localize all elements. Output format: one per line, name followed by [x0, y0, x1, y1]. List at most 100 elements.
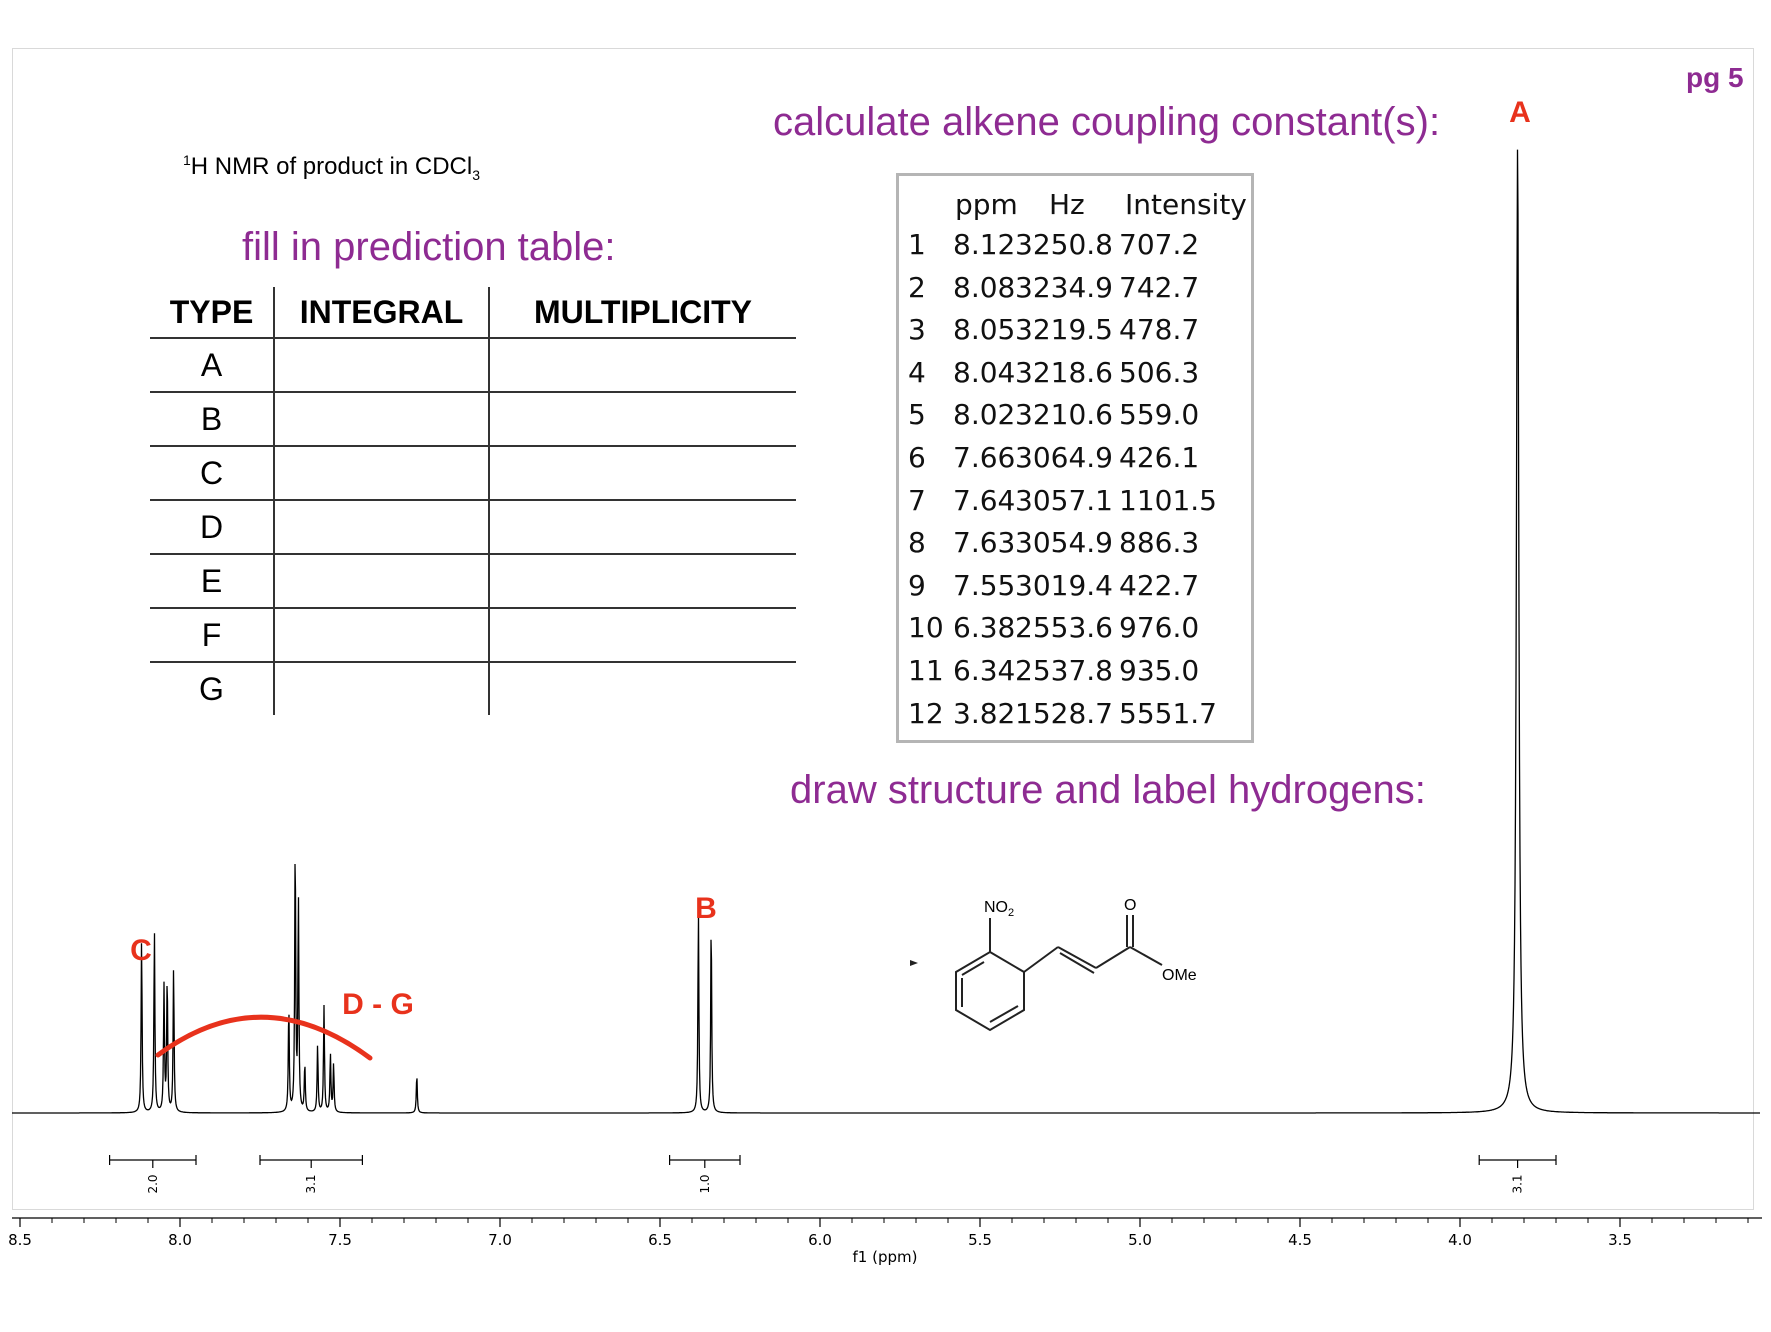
x-tick-label: 4.0	[1448, 1231, 1472, 1249]
integral-cell[interactable]	[275, 393, 490, 445]
peak-row: 10 6.38 2553.6 976.0	[899, 611, 1251, 653]
peak-ppm: 8.04	[953, 355, 1016, 389]
peak-hz: 3057.1	[1015, 483, 1113, 517]
peak-intensity: 478.7	[1119, 313, 1200, 347]
peak-ppm: 7.55	[953, 568, 1016, 602]
prediction-row: D	[150, 501, 796, 555]
prediction-row: A	[150, 339, 796, 393]
peak-index: 12	[908, 696, 944, 730]
type-cell: C	[150, 447, 275, 499]
peak-hz: 3234.9	[1015, 270, 1113, 304]
nmr-title-superscript: 1	[183, 152, 191, 168]
peak-row: 5 8.02 3210.6 559.0	[899, 398, 1251, 440]
peak-ppm: 3.82	[953, 696, 1016, 730]
peak-hz: 2537.8	[1015, 654, 1113, 687]
integral-cell[interactable]	[275, 555, 490, 607]
peak-intensity: 422.7	[1119, 568, 1200, 602]
integral-value: 1.0	[698, 1174, 712, 1193]
integral-value: 2.0	[146, 1174, 160, 1193]
peak-intensity: 935.0	[1119, 654, 1200, 687]
methoxy-label: OMe	[1162, 967, 1197, 984]
peak-ppm: 6.38	[953, 611, 1016, 645]
peak-ppm: 8.05	[953, 313, 1016, 347]
x-tick-label: 3.5	[1608, 1231, 1632, 1249]
x-tick-label: 5.0	[1128, 1231, 1152, 1249]
peak-header-intensity: Intensity	[1125, 188, 1247, 221]
peak-hz: 3210.6	[1015, 398, 1113, 432]
peak-ppm: 8.12	[953, 228, 1016, 261]
peak-row: 9 7.55 3019.4 422.7	[899, 569, 1251, 611]
region-bracket-arc	[155, 1014, 373, 1061]
peak-index: 5	[908, 398, 926, 432]
peak-row: 4 8.04 3218.6 506.3	[899, 356, 1251, 398]
peak-row: 7 7.64 3057.1 1101.5	[899, 484, 1251, 526]
prediction-row: C	[150, 447, 796, 501]
peak-intensity: 1101.5	[1119, 483, 1217, 517]
nitro-group-label: NO2	[984, 899, 1014, 919]
peak-intensity: 886.3	[1119, 526, 1200, 560]
x-tick-label: 7.0	[488, 1231, 512, 1249]
prediction-table-header: TYPE INTEGRAL MULTIPLICITY	[150, 287, 796, 339]
peak-label-b: B	[695, 892, 717, 925]
peak-row: 2 8.08 3234.9 742.7	[899, 271, 1251, 313]
x-tick-label: 6.5	[648, 1231, 672, 1249]
nmr-title-subscript: 3	[472, 166, 480, 183]
fill-table-prompt: fill in prediction table:	[242, 225, 616, 269]
page-number: pg 5	[1686, 62, 1744, 93]
peak-index: 6	[908, 441, 926, 474]
type-cell: A	[150, 339, 275, 391]
peak-label-c: C	[130, 934, 152, 967]
peak-hz: 3064.9	[1015, 441, 1113, 474]
peak-ppm: 6.34	[953, 654, 1016, 687]
peak-row: 3 8.05 3219.5 478.7	[899, 313, 1251, 355]
peak-index: 1	[908, 228, 926, 261]
header-type: TYPE	[150, 287, 275, 337]
peak-index: 11	[908, 654, 944, 687]
peak-ppm: 7.64	[953, 483, 1016, 517]
peak-index: 10	[908, 611, 944, 645]
slide-frame	[12, 48, 1754, 1210]
peak-index: 8	[908, 526, 926, 560]
peak-index: 3	[908, 313, 926, 347]
peak-index: 9	[908, 568, 926, 602]
peak-hz: 3218.6	[1015, 355, 1113, 389]
type-cell: G	[150, 663, 275, 715]
arrow-marker	[910, 960, 918, 966]
x-tick-label: 5.5	[968, 1231, 992, 1249]
type-cell: E	[150, 555, 275, 607]
x-tick-label: 8.0	[168, 1231, 192, 1249]
peak-ppm: 7.63	[953, 526, 1016, 560]
x-axis-label: f1 (ppm)	[853, 1248, 918, 1266]
peak-hz: 1528.7	[1015, 696, 1113, 730]
integral-value: 3.1	[304, 1174, 318, 1193]
prediction-row: B	[150, 393, 796, 447]
peak-hz: 2553.6	[1015, 611, 1113, 645]
prediction-row: G	[150, 663, 796, 715]
integral-cell[interactable]	[275, 501, 490, 553]
peak-index: 4	[908, 355, 926, 389]
peak-header-ppm: ppm	[955, 188, 1018, 221]
peak-hz: 3250.8	[1015, 228, 1113, 261]
integral-cell[interactable]	[275, 339, 490, 391]
peak-intensity: 506.3	[1119, 355, 1200, 389]
nmr-title: 1H NMR of product in CDCl3	[183, 152, 480, 183]
peak-ppm: 8.08	[953, 270, 1016, 304]
spectrum-trace	[12, 149, 1760, 1114]
peak-header-hz: Hz	[1049, 188, 1085, 221]
peak-intensity: 742.7	[1119, 270, 1200, 304]
header-multiplicity: MULTIPLICITY	[533, 293, 753, 330]
peak-list-table: ppm Hz Intensity 1 8.12 3250.8 707.2 2 8.08 32…	[896, 173, 1254, 743]
peak-row: 1 8.12 3250.8 707.2	[899, 228, 1251, 270]
peak-label-d-g: D - G	[342, 988, 414, 1021]
x-tick-label: 8.5	[8, 1231, 32, 1249]
integral-cell[interactable]	[275, 447, 490, 499]
molecule-structure: NO2 O OMe	[910, 897, 1197, 1032]
coupling-constant-prompt: calculate alkene coupling constant(s):	[773, 100, 1441, 144]
peak-intensity: 5551.7	[1119, 696, 1217, 730]
peak-index: 7	[908, 483, 926, 517]
type-cell: B	[150, 393, 275, 445]
integral-cell[interactable]	[275, 663, 490, 715]
integral-cell[interactable]	[275, 609, 490, 661]
peak-ppm: 8.02	[953, 398, 1016, 432]
